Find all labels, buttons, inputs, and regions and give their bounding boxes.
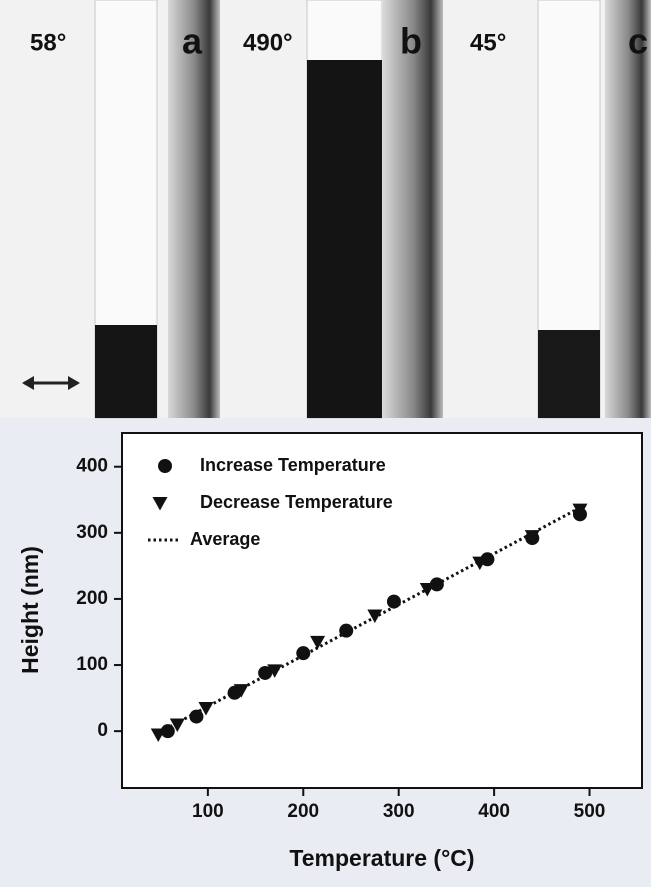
x-tick-label: 400 xyxy=(478,801,510,822)
data-point xyxy=(472,556,488,571)
temperature-label: 58° xyxy=(30,29,66,56)
legend-label: Increase Temperature xyxy=(200,455,386,475)
data-point xyxy=(429,577,444,592)
temperature-label: 490° xyxy=(243,29,293,56)
y-axis-title: Height (nm) xyxy=(17,546,43,674)
x-tick-label: 100 xyxy=(192,801,224,822)
data-point xyxy=(572,503,588,518)
x-axis-title: Temperature (°C) xyxy=(289,845,474,871)
legend-label: Decrease Temperature xyxy=(200,492,393,512)
data-point xyxy=(339,623,354,638)
y-tick-label: 100 xyxy=(76,654,108,675)
temperature-label: 45° xyxy=(470,29,506,56)
data-point xyxy=(189,709,204,724)
legend-swatch xyxy=(152,497,168,511)
data-point xyxy=(386,594,401,609)
y-tick-label: 300 xyxy=(76,522,108,543)
x-tick-label: 300 xyxy=(383,801,415,822)
x-tick-label: 200 xyxy=(287,801,319,822)
y-tick-label: 0 xyxy=(97,720,108,741)
x-tick-label: 500 xyxy=(574,801,606,822)
y-tick-label: 200 xyxy=(76,588,108,609)
plot-frame xyxy=(121,432,643,789)
data-point xyxy=(310,635,326,650)
panel-label: b xyxy=(400,21,422,62)
panel-label: c xyxy=(628,21,648,62)
micrograph-panel: 58° a 490° b 45° c xyxy=(0,0,651,419)
panel-label: a xyxy=(182,21,203,62)
data-point xyxy=(296,646,311,661)
legend-swatch xyxy=(158,459,172,473)
legend-label: Average xyxy=(190,529,260,549)
y-tick-label: 400 xyxy=(76,456,108,477)
